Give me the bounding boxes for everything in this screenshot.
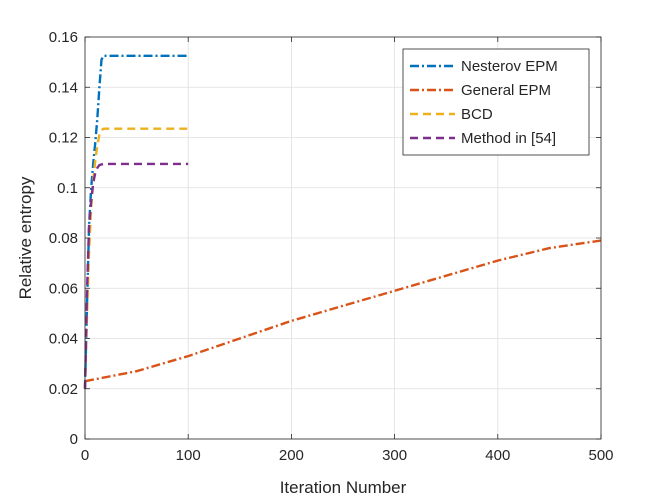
legend-label-bcd: BCD bbox=[461, 106, 493, 123]
legend: Nesterov EPM General EPM BCD Method in [54] bbox=[402, 48, 590, 156]
x-axis-label: Iteration Number bbox=[280, 478, 407, 497]
legend-label-nesterov-epm: Nesterov EPM bbox=[461, 58, 558, 75]
x-tick-label: 200 bbox=[279, 447, 304, 464]
y-tick-label: 0 bbox=[70, 431, 78, 448]
series-lines bbox=[83, 54, 602, 389]
y-tick-label: 0.14 bbox=[49, 79, 78, 96]
legend-label-method-in-54: Method in [54] bbox=[461, 130, 556, 147]
y-tick-label: 0.12 bbox=[49, 130, 78, 147]
series-line-method-in-54 bbox=[83, 162, 189, 389]
tick-labels: 0 100 200 300 400 500 0 0.02 0.04 0.06 0.08 0.1 0.12… bbox=[49, 29, 614, 464]
y-tick-label: 0.04 bbox=[49, 331, 78, 348]
y-tick-label: 0.08 bbox=[49, 230, 78, 247]
series-line-general-epm bbox=[84, 239, 602, 383]
x-tick-label: 300 bbox=[382, 447, 407, 464]
ticks bbox=[84, 36, 602, 440]
x-tick-label: 100 bbox=[176, 447, 201, 464]
x-tick-label: 0 bbox=[81, 447, 89, 464]
y-tick-label: 0.02 bbox=[49, 381, 78, 398]
y-tick-label: 0.06 bbox=[49, 280, 78, 297]
y-tick-label: 0.16 bbox=[49, 29, 78, 46]
x-tick-label: 500 bbox=[588, 447, 613, 464]
series-line-nesterov-epm bbox=[83, 54, 189, 389]
legend-label-general-epm: General EPM bbox=[461, 82, 551, 99]
y-tick-label: 0.1 bbox=[57, 180, 78, 197]
y-axis-label: Relative entropy bbox=[16, 176, 35, 299]
x-tick-label: 400 bbox=[485, 447, 510, 464]
